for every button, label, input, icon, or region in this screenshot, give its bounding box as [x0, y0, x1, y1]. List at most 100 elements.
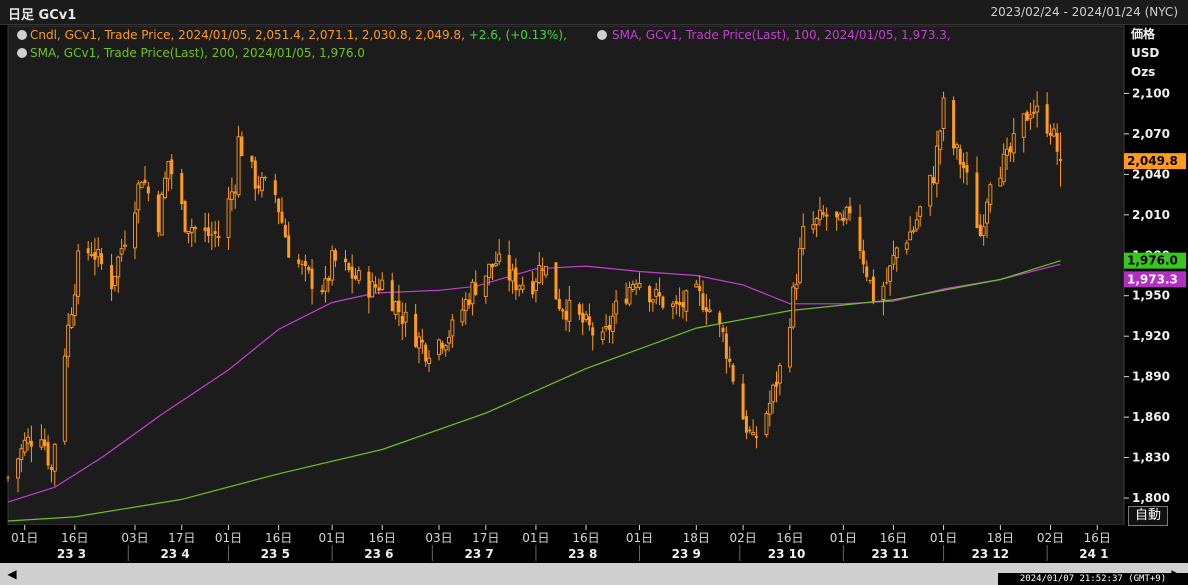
candle-body — [417, 336, 421, 349]
candle-body — [607, 324, 611, 330]
candle-body — [263, 177, 267, 179]
y-tick-label: 1,830 — [1132, 451, 1170, 465]
candle-body — [985, 201, 989, 224]
candle-body — [1048, 133, 1052, 136]
candle-body — [143, 179, 147, 183]
candle-body — [327, 278, 331, 281]
x-month-label: 23 12 — [972, 547, 1010, 561]
candle-body — [49, 466, 53, 470]
candle-body — [751, 432, 756, 436]
candle-body — [443, 345, 448, 351]
candle-layer — [6, 91, 1063, 493]
candle-body — [894, 247, 899, 259]
candle-body — [988, 184, 993, 205]
candle-body — [1055, 132, 1059, 152]
candle-body — [841, 217, 845, 222]
candle-body — [370, 280, 375, 298]
candle-body — [193, 227, 198, 230]
x-day-label: 17日 — [472, 531, 499, 545]
candle-body — [347, 263, 351, 271]
candle-body — [374, 284, 378, 288]
candle-body — [835, 211, 839, 218]
price-tags: 2,049.8 1,976.0 1,973.3 — [1124, 153, 1186, 288]
candle-body — [427, 357, 431, 364]
candle-body — [650, 299, 655, 303]
candle-body — [557, 298, 561, 310]
candle-body — [52, 443, 57, 472]
candle-body — [801, 225, 806, 250]
candle-body — [507, 254, 511, 281]
candle-body — [159, 193, 164, 236]
date-range-label: 2023/02/24 - 2024/01/24 (NYC) — [990, 5, 1179, 19]
candle-body — [259, 177, 264, 192]
auto-scale-button[interactable]: 自動 — [1128, 506, 1168, 526]
candle-body — [871, 276, 875, 302]
x-day-label: 01日 — [318, 531, 345, 545]
candle-body — [600, 331, 605, 341]
candle-body — [493, 263, 498, 267]
x-month-label: 23 4 — [160, 547, 189, 561]
candle-body — [253, 160, 257, 189]
candlestick-chart[interactable]: 1,8001,8301,8601,8901,9201,9501,9802,010… — [0, 24, 1188, 563]
candle-body — [277, 198, 281, 213]
candle-body — [771, 384, 776, 403]
candle-body — [483, 275, 488, 297]
candle-body — [918, 206, 923, 217]
candle-body — [541, 269, 545, 271]
candle-body — [16, 458, 20, 479]
scroll-left-icon[interactable]: ◀ — [7, 567, 17, 581]
candle-body — [146, 186, 150, 194]
candle-body — [567, 299, 572, 322]
candle-body — [213, 231, 217, 234]
candle-body — [356, 270, 361, 281]
sma-200-line — [7, 260, 1061, 522]
candle-body — [206, 227, 210, 237]
candle-body — [537, 265, 542, 284]
y-tick-label: 2,070 — [1132, 127, 1170, 141]
x-month-label: 23 6 — [364, 547, 393, 561]
candle-body — [514, 267, 518, 291]
candle-body — [581, 312, 585, 323]
candle-body — [403, 311, 408, 323]
candle-body — [637, 282, 642, 288]
candle-body — [791, 286, 796, 328]
candle-body — [93, 252, 97, 260]
candle-body — [975, 172, 979, 229]
candle-body — [694, 283, 699, 288]
x-day-label: 02日 — [1037, 531, 1064, 545]
candle-body — [934, 145, 939, 184]
candle-body — [885, 282, 889, 284]
candle-body — [858, 216, 862, 251]
candle-body — [821, 212, 825, 215]
price-tag — [1124, 271, 1186, 288]
candle-body — [440, 342, 444, 349]
candle-body — [627, 287, 632, 305]
candle-body — [591, 327, 595, 336]
candle-body — [938, 130, 943, 151]
candle-body — [470, 281, 475, 305]
candle-body — [728, 358, 732, 362]
candle-body — [1045, 104, 1049, 134]
candle-body — [744, 415, 748, 433]
candle-body — [46, 442, 50, 466]
candle-body — [19, 448, 24, 461]
candle-body — [257, 185, 261, 189]
x-month-label: 23 8 — [568, 547, 597, 561]
candle-body — [1059, 158, 1063, 162]
candle-body — [904, 242, 909, 250]
y-tick-label: 1,950 — [1132, 289, 1170, 303]
candle-body — [186, 230, 191, 234]
candle-body — [520, 284, 525, 290]
x-axis-band — [0, 525, 1124, 563]
candle-body — [748, 429, 752, 432]
x-day-label: 01日 — [830, 531, 857, 545]
candle-body — [775, 381, 779, 387]
candle-body — [868, 280, 872, 282]
x-day-label: 01日 — [522, 531, 549, 545]
candle-body — [474, 282, 478, 295]
candle-body — [681, 302, 685, 308]
candle-body — [320, 290, 324, 293]
candle-body — [189, 227, 194, 233]
x-day-label: 02日 — [729, 531, 756, 545]
x-month-label: 23 7 — [465, 547, 494, 561]
